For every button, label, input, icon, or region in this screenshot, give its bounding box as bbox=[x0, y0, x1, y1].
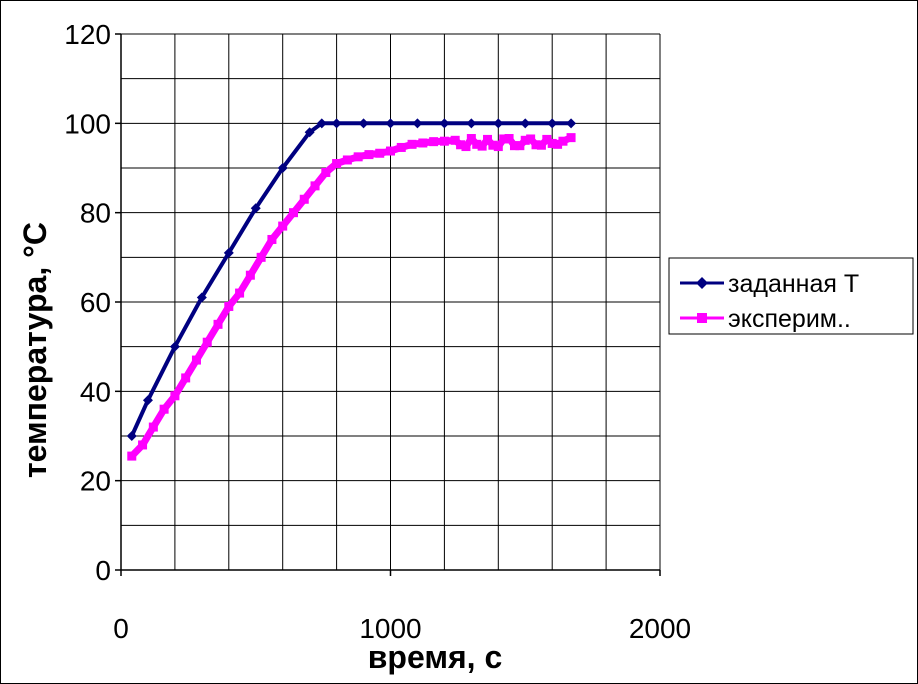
y-tick-label: 60 bbox=[80, 287, 111, 318]
data-point-square bbox=[493, 142, 503, 152]
data-point-square bbox=[547, 138, 557, 148]
data-point-square bbox=[245, 270, 255, 280]
data-point-square bbox=[181, 373, 191, 383]
legend-label-experiment: эксперим.. bbox=[728, 305, 851, 333]
data-point-square bbox=[520, 135, 530, 145]
data-point-square bbox=[396, 142, 406, 152]
data-point-diamond bbox=[169, 341, 180, 352]
data-point-square bbox=[224, 301, 234, 311]
data-point-square bbox=[342, 155, 352, 165]
data-point-diamond bbox=[566, 118, 577, 129]
legend-box bbox=[668, 257, 914, 335]
data-point-square bbox=[526, 134, 536, 144]
data-point-square bbox=[483, 134, 493, 144]
y-tick-label: 20 bbox=[80, 466, 111, 497]
data-point-square bbox=[536, 140, 546, 150]
data-point-diamond bbox=[277, 163, 288, 173]
data-point-square bbox=[558, 136, 568, 146]
data-point-square bbox=[364, 150, 374, 160]
x-axis-label: время, с bbox=[368, 639, 503, 675]
data-point-diamond bbox=[304, 127, 315, 138]
data-point-diamond bbox=[466, 118, 477, 129]
data-point-square bbox=[138, 440, 148, 450]
data-point-diamond bbox=[412, 118, 423, 129]
x-tick-labels: 0 1000 2000 bbox=[113, 613, 691, 644]
data-point-square bbox=[375, 148, 385, 158]
data-point-diamond bbox=[358, 118, 369, 129]
data-point-diamond bbox=[385, 118, 396, 129]
legend-label-target: заданная Т bbox=[728, 270, 859, 298]
data-point-square bbox=[170, 391, 180, 401]
data-point-square bbox=[288, 208, 298, 218]
legend-diamond-marker bbox=[696, 277, 708, 289]
data-point-square bbox=[256, 252, 266, 262]
x-tick-label: 0 bbox=[113, 613, 129, 644]
data-point-diamond bbox=[439, 118, 450, 129]
axes bbox=[115, 33, 661, 576]
legend-square-marker bbox=[697, 313, 707, 323]
data-point-square bbox=[509, 141, 519, 151]
data-point-diamond bbox=[547, 118, 558, 129]
data-point-square bbox=[504, 134, 514, 144]
y-tick-label: 80 bbox=[80, 198, 111, 229]
data-point-square bbox=[477, 141, 487, 151]
data-point-square bbox=[429, 137, 439, 147]
data-point-diamond bbox=[142, 395, 153, 406]
data-point-square bbox=[127, 451, 137, 461]
data-point-square bbox=[499, 134, 509, 144]
data-point-diamond bbox=[126, 431, 137, 441]
data-point-square bbox=[553, 139, 563, 149]
y-tick-labels: 0 20 40 60 80 100 120 bbox=[64, 19, 111, 586]
data-point-square bbox=[439, 136, 449, 146]
data-point-square bbox=[202, 337, 212, 347]
data-point-square bbox=[450, 135, 460, 145]
y-tick-label: 40 bbox=[80, 376, 111, 407]
data-point-square bbox=[148, 422, 158, 432]
x-tick-label: 1000 bbox=[359, 613, 421, 644]
data-point-diamond bbox=[331, 118, 342, 129]
data-point-square bbox=[310, 181, 320, 191]
legend: заданная Т эксперим.. bbox=[668, 257, 914, 335]
y-tick-label: 100 bbox=[64, 108, 111, 139]
data-point-square bbox=[191, 355, 201, 365]
data-point-square bbox=[472, 139, 482, 149]
y-tick-label: 120 bbox=[64, 19, 111, 50]
data-point-square bbox=[418, 138, 428, 148]
data-point-square bbox=[159, 404, 169, 414]
data-point-diamond bbox=[493, 118, 504, 129]
data-point-diamond bbox=[250, 203, 261, 214]
data-point-square bbox=[531, 140, 541, 150]
data-point-diamond bbox=[316, 118, 327, 129]
data-point-square bbox=[461, 142, 471, 152]
data-point-square bbox=[488, 140, 498, 150]
data-point-square bbox=[566, 133, 576, 143]
data-point-square bbox=[332, 159, 342, 169]
data-point-square bbox=[278, 221, 288, 231]
x-tick-label: 2000 bbox=[629, 613, 691, 644]
data-point-square bbox=[353, 152, 363, 162]
data-point-diamond bbox=[520, 118, 531, 129]
data-point-square bbox=[235, 288, 245, 298]
y-tick-label: 0 bbox=[95, 555, 111, 586]
y-axis-label: температура, °С bbox=[17, 222, 53, 478]
data-point-square bbox=[542, 134, 552, 144]
data-point-square bbox=[213, 319, 223, 329]
data-point-square bbox=[267, 234, 277, 244]
data-point-square bbox=[466, 134, 476, 144]
series-target bbox=[126, 118, 577, 441]
data-point-square bbox=[321, 167, 331, 177]
data-point-square bbox=[407, 139, 417, 149]
data-point-square bbox=[386, 146, 395, 156]
data-point-diamond bbox=[196, 292, 207, 303]
series-group bbox=[126, 118, 577, 461]
data-point-square bbox=[515, 141, 525, 151]
data-point-square bbox=[299, 194, 309, 204]
data-point-square bbox=[456, 140, 466, 150]
series-experiment bbox=[127, 133, 576, 461]
data-point-diamond bbox=[223, 247, 234, 258]
